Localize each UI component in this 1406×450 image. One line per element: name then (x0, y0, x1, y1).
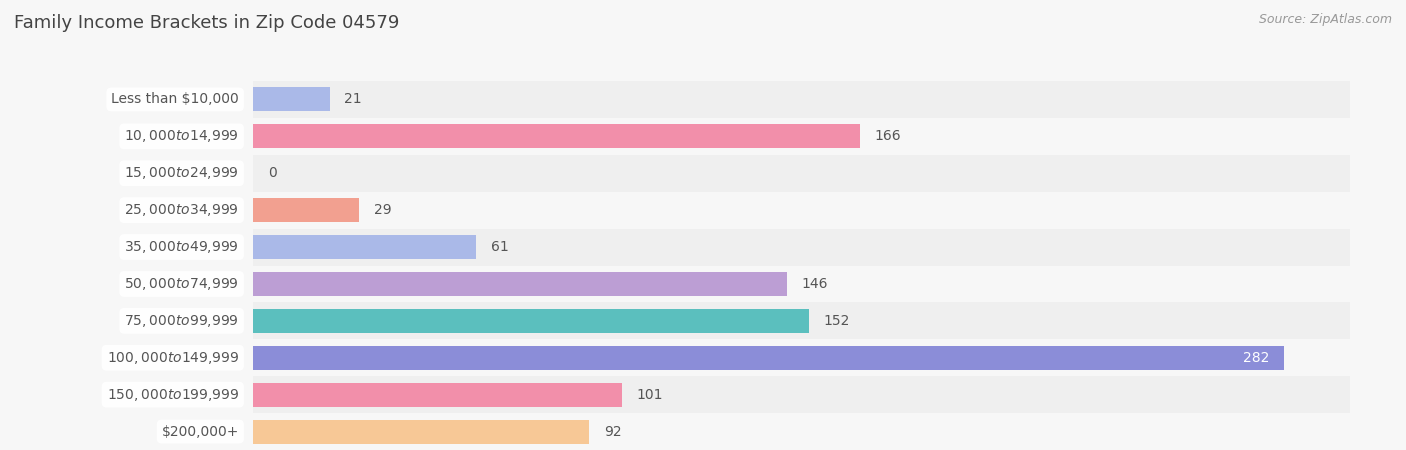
Bar (253, 413, 1350, 450)
Text: 29: 29 (374, 203, 391, 217)
Text: $200,000+: $200,000+ (162, 424, 239, 439)
Text: $10,000 to $14,999: $10,000 to $14,999 (124, 128, 239, 144)
Bar (253, 346, 1284, 370)
Text: 61: 61 (491, 240, 509, 254)
Bar (253, 339, 1350, 376)
Bar (253, 235, 477, 259)
Text: $150,000 to $199,999: $150,000 to $199,999 (107, 387, 239, 403)
Bar (253, 272, 787, 296)
Bar (253, 302, 1350, 339)
Bar (253, 266, 1350, 302)
Text: 21: 21 (344, 92, 363, 107)
Bar (253, 419, 589, 444)
Bar (253, 198, 359, 222)
Text: 146: 146 (801, 277, 828, 291)
Bar (253, 376, 1350, 413)
Text: Family Income Brackets in Zip Code 04579: Family Income Brackets in Zip Code 04579 (14, 14, 399, 32)
Text: Source: ZipAtlas.com: Source: ZipAtlas.com (1258, 14, 1392, 27)
Text: 101: 101 (637, 387, 664, 402)
Text: 152: 152 (824, 314, 849, 328)
Bar (253, 118, 1350, 155)
Text: 0: 0 (267, 166, 277, 180)
Text: Less than $10,000: Less than $10,000 (111, 92, 239, 107)
Text: $25,000 to $34,999: $25,000 to $34,999 (124, 202, 239, 218)
Bar (253, 192, 1350, 229)
Bar (253, 87, 330, 112)
Text: $50,000 to $74,999: $50,000 to $74,999 (124, 276, 239, 292)
Bar (253, 229, 1350, 266)
Bar (253, 155, 1350, 192)
Text: $15,000 to $24,999: $15,000 to $24,999 (124, 165, 239, 181)
Text: 282: 282 (1243, 351, 1270, 365)
Text: 92: 92 (605, 424, 621, 439)
Bar (253, 124, 860, 148)
Text: $100,000 to $149,999: $100,000 to $149,999 (107, 350, 239, 366)
Text: $75,000 to $99,999: $75,000 to $99,999 (124, 313, 239, 329)
Bar (253, 81, 1350, 118)
Text: 166: 166 (875, 129, 901, 144)
Text: $35,000 to $49,999: $35,000 to $49,999 (124, 239, 239, 255)
Bar (253, 309, 808, 333)
Bar (253, 382, 623, 407)
